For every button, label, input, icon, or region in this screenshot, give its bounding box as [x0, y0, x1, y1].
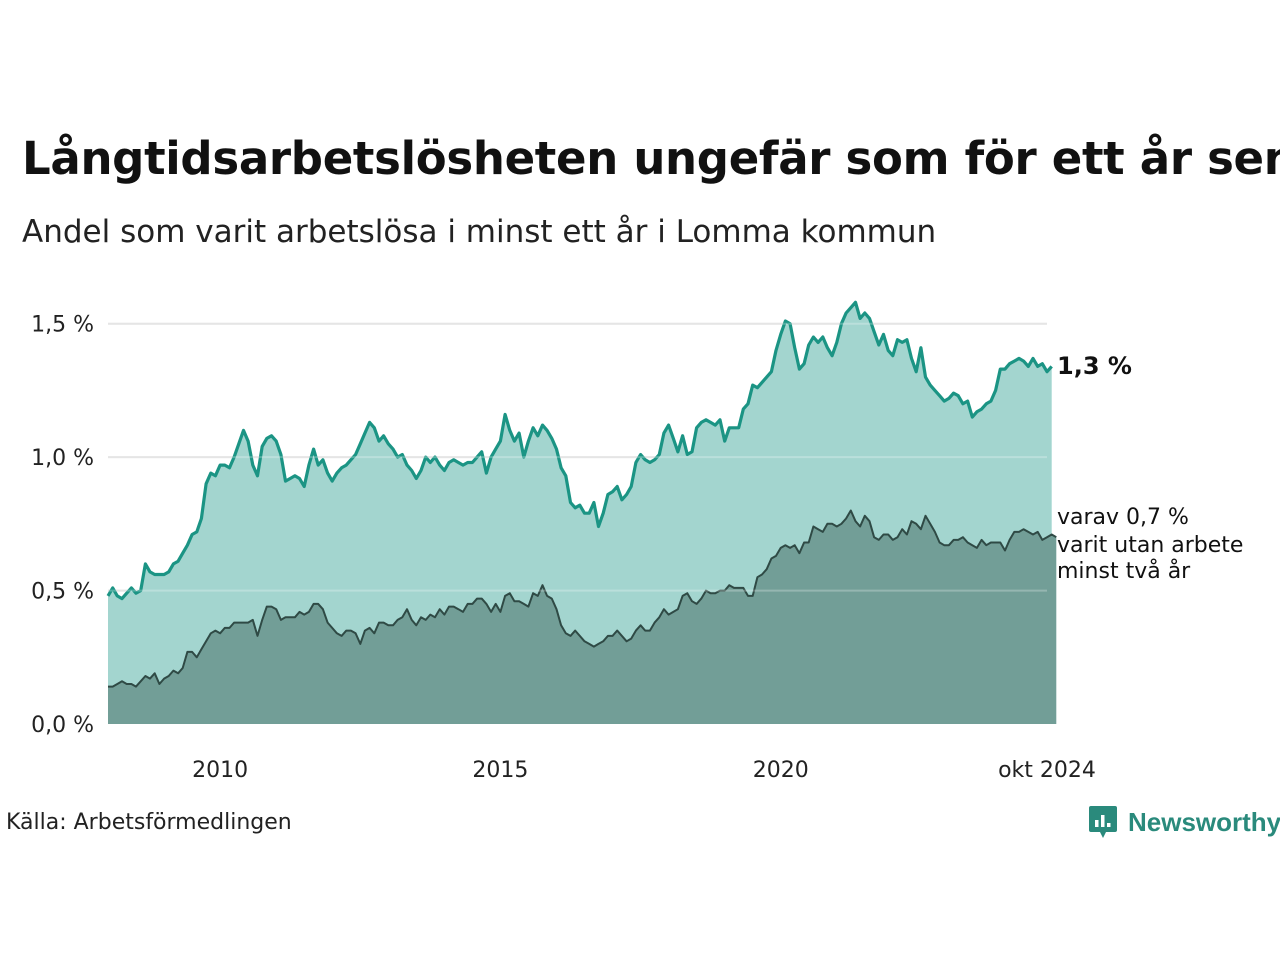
end-labels: 1,3 % varav 0,7 % varit utan arbete mins…: [1057, 352, 1243, 584]
x-tick-label: 2020: [753, 758, 809, 783]
x-tick-label: 2015: [472, 758, 528, 783]
series2-end-label-line1: varav 0,7 %: [1057, 505, 1189, 530]
chart-subtitle: Andel som varit arbetslösa i minst ett å…: [22, 214, 937, 250]
newsworthy-logo-icon: [1089, 806, 1117, 838]
series2-end-label-line2: varit utan arbete: [1057, 533, 1243, 558]
series2-area: [108, 510, 1057, 724]
series2-end-label-line3: minst två år: [1057, 558, 1191, 584]
y-tick-label: 0,0 %: [31, 713, 94, 738]
y-tick-label: 0,5 %: [31, 580, 94, 605]
y-tick-label: 1,0 %: [31, 446, 94, 471]
source-note: Källa: Arbetsförmedlingen: [6, 810, 292, 835]
series1-line: [106, 300, 1053, 601]
x-tick-label: okt 2024: [998, 758, 1096, 783]
brand-logo: Newsworthy: [1088, 804, 1280, 840]
series1-end-label: 1,3 %: [1057, 352, 1132, 380]
chart-title: Långtidsarbetslösheten ungefär som för e…: [22, 132, 1280, 185]
area-layer: [106, 300, 1057, 724]
series2-line: [108, 509, 1057, 688]
x-tick-label: 2010: [192, 758, 248, 783]
tick-labels: 0,0 % 0,5 % 1,0 % 1,5 % 2010 2015 2020 okt 2024: [31, 313, 1096, 783]
y-tick-label: 1,5 %: [31, 313, 94, 338]
brand-name: Newsworthy: [1128, 806, 1280, 837]
